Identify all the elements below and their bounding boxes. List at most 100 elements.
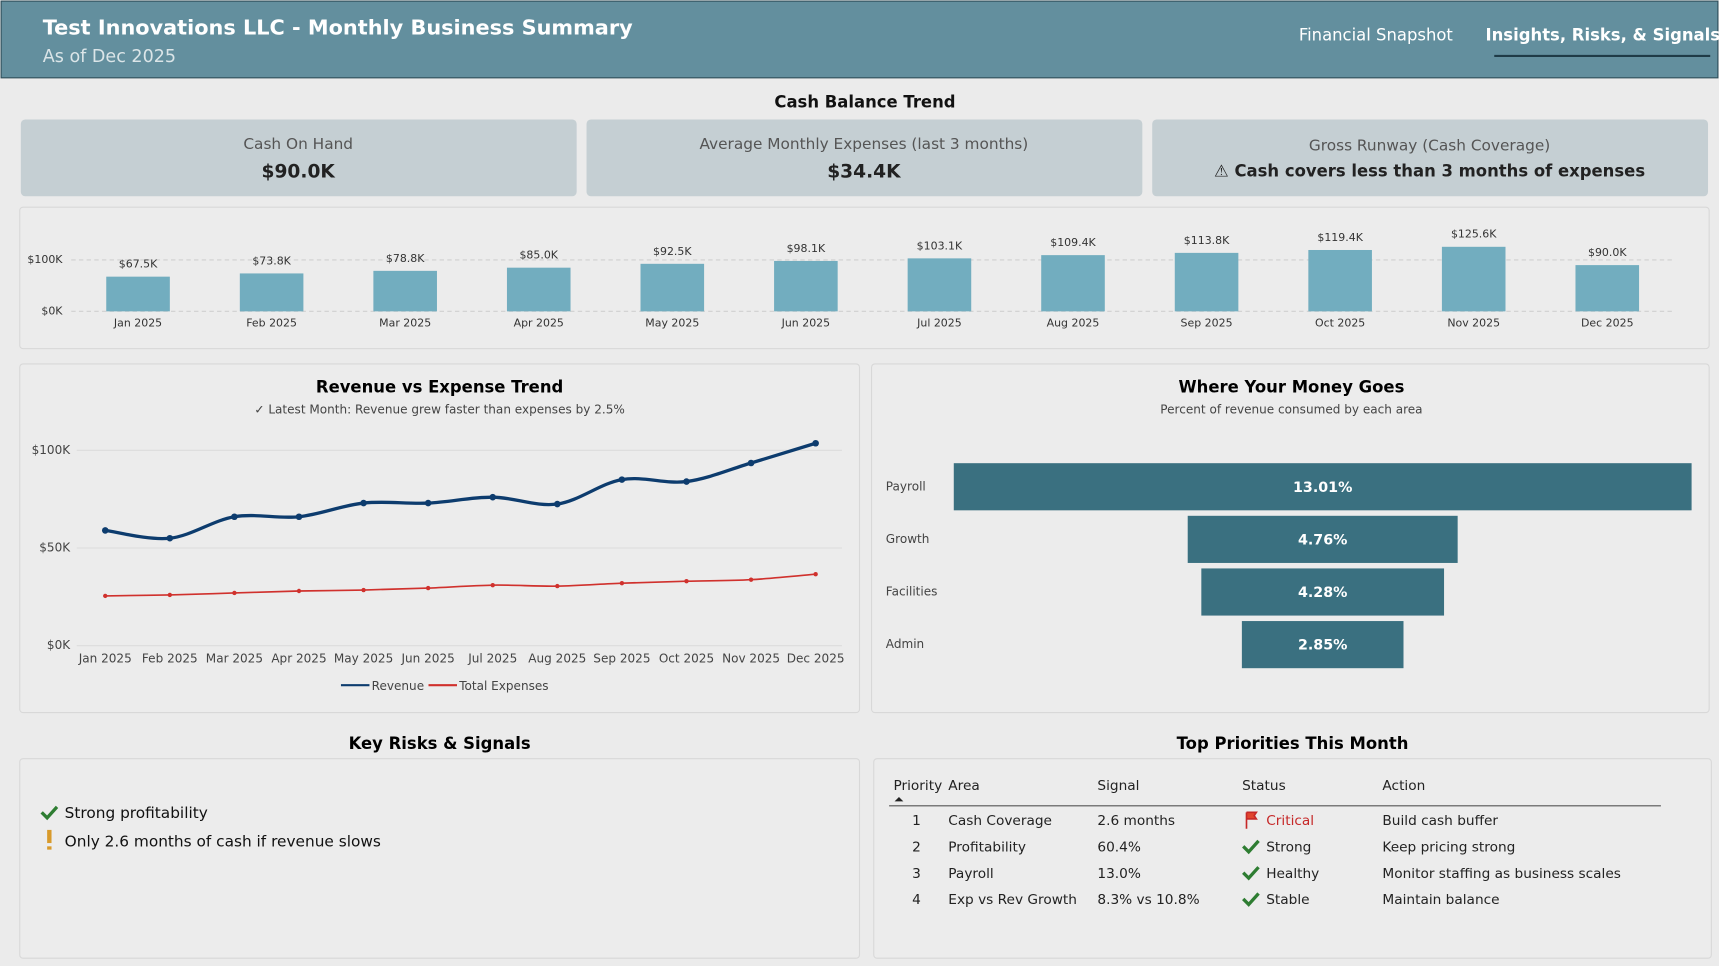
- cell: 13.0%: [1097, 866, 1140, 882]
- flag-icon: [1245, 811, 1258, 829]
- category-label: Admin: [886, 637, 924, 651]
- value-label: $85.0K: [519, 249, 558, 262]
- value-label: $73.8K: [252, 254, 291, 267]
- nav-tab-active[interactable]: Insights, Risks, & Signals: [1485, 26, 1719, 45]
- x-tick-label: Apr 2025: [514, 316, 564, 329]
- x-tick-label: Mar 2025: [206, 651, 263, 665]
- category-label: Facilities: [886, 585, 938, 599]
- cell: Stable: [1266, 892, 1309, 908]
- column-header[interactable]: Signal: [1097, 778, 1139, 794]
- point: [489, 493, 497, 501]
- point: [812, 439, 819, 447]
- cell: Critical: [1266, 813, 1314, 829]
- cell: 3: [912, 866, 921, 882]
- point: [747, 459, 755, 467]
- point: [683, 478, 690, 485]
- point: [554, 500, 561, 508]
- bar: [239, 273, 304, 312]
- point: [490, 582, 495, 588]
- header-title: Test Innovations LLC - Monthly Business …: [43, 16, 633, 40]
- column-header[interactable]: Status: [1242, 778, 1286, 794]
- x-tick-label: Feb 2025: [246, 316, 297, 329]
- x-tick-label: Mar 2025: [379, 316, 431, 329]
- x-tick-label: Aug 2025: [528, 651, 586, 665]
- check-icon: [1242, 866, 1260, 881]
- header-subtitle: As of Dec 2025: [43, 47, 176, 67]
- bar: [506, 267, 571, 312]
- y-tick-label: $100K: [27, 253, 63, 266]
- cell: 8.3% vs 10.8%: [1097, 892, 1199, 908]
- kpi-label: Gross Runway (Cash Coverage): [1309, 136, 1550, 154]
- funnel-bar: [953, 463, 1692, 511]
- kpi-card: [1152, 119, 1709, 197]
- section-title: Key Risks & Signals: [349, 734, 531, 753]
- x-tick-label: May 2025: [334, 651, 393, 665]
- cell: Healthy: [1266, 866, 1319, 882]
- category-label: Payroll: [886, 479, 926, 493]
- point: [425, 585, 431, 591]
- bar: [640, 263, 705, 312]
- column-header[interactable]: Area: [948, 778, 980, 794]
- point: [619, 580, 625, 586]
- value-label: 2.85%: [1298, 638, 1347, 654]
- x-tick-label: Dec 2025: [1581, 316, 1634, 329]
- value-label: $78.8K: [386, 252, 425, 265]
- point: [748, 577, 754, 582]
- priorities-table: Priority Area Signal Status Action 1 Cas…: [889, 778, 1661, 908]
- value-label: $119.4K: [1317, 231, 1363, 244]
- funnel-bar: [1201, 568, 1445, 616]
- x-tick-label: Jun 2025: [781, 316, 831, 329]
- kpi-label: Cash On Hand: [243, 135, 353, 153]
- warning-icon: [47, 846, 52, 850]
- value-label: 4.76%: [1298, 532, 1347, 548]
- legend-label: Total Expenses: [458, 679, 548, 693]
- value-label: $67.5K: [119, 258, 158, 271]
- cell: Keep pricing strong: [1382, 839, 1515, 855]
- chart-subtitle: Percent of revenue consumed by each area: [1160, 403, 1422, 417]
- y-tick-label: $50K: [39, 541, 71, 555]
- column-header[interactable]: Priority: [893, 778, 942, 794]
- value-label: 13.01%: [1293, 480, 1352, 496]
- cell: 60.4%: [1097, 839, 1140, 855]
- priorities-card: [873, 758, 1712, 959]
- point: [684, 579, 689, 584]
- cell: Exp vs Rev Growth: [948, 892, 1077, 908]
- series-line: [105, 441, 817, 541]
- bar: [1174, 252, 1239, 312]
- point: [103, 593, 108, 599]
- section-title: Top Priorities This Month: [1177, 734, 1409, 753]
- point: [232, 590, 237, 596]
- x-tick-label: Oct 2025: [1315, 316, 1365, 329]
- header-bar: [0, 0, 1719, 79]
- y-tick-label: $0K: [47, 638, 71, 652]
- bar: [1575, 265, 1640, 312]
- funnel-bar: [1241, 621, 1404, 669]
- category-label: Growth: [886, 532, 930, 546]
- check-icon: [40, 805, 59, 821]
- x-tick-label: Jan 2025: [78, 651, 132, 665]
- cell: 2: [912, 839, 921, 855]
- x-tick-label: Sep 2025: [593, 651, 650, 665]
- cash-chart-card: [19, 206, 1710, 350]
- warning-icon: [47, 829, 52, 844]
- nav-tab[interactable]: Financial Snapshot: [1299, 26, 1454, 45]
- column-header[interactable]: Action: [1382, 778, 1425, 794]
- value-label: 4.28%: [1298, 585, 1347, 601]
- line-chart-card: [19, 363, 861, 714]
- x-tick-label: Jun 2025: [400, 651, 454, 665]
- cell: Monitor staffing as business scales: [1382, 866, 1621, 882]
- point: [813, 572, 818, 577]
- check-icon: [1242, 892, 1260, 907]
- risk-item: Only 2.6 months of cash if revenue slows: [65, 832, 381, 850]
- x-tick-label: Jul 2025: [916, 316, 962, 329]
- value-label: $92.5K: [653, 245, 692, 258]
- bar: [1041, 255, 1105, 312]
- bar: [774, 260, 838, 312]
- point: [424, 499, 432, 507]
- point: [361, 587, 366, 593]
- x-tick-label: May 2025: [645, 316, 699, 329]
- legend-label: Revenue: [372, 679, 424, 693]
- chart-title: Revenue vs Expense Trend: [316, 378, 563, 397]
- bar: [907, 258, 972, 312]
